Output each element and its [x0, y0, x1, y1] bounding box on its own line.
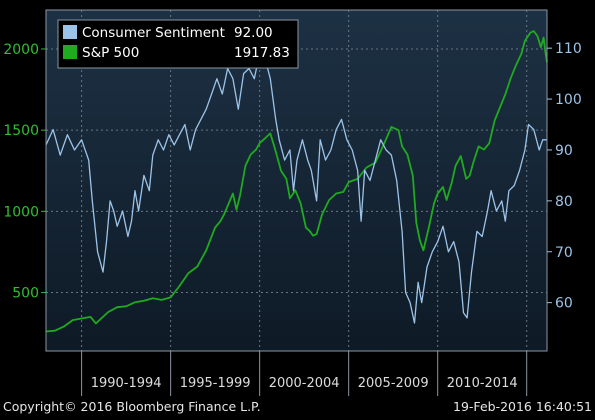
right-axis: 60 70 80 90 100 110 [547, 41, 582, 312]
series-line-sp500 [45, 30, 548, 333]
right-tick-label: 70 [555, 245, 573, 261]
right-tick-label: 100 [555, 92, 582, 108]
right-tick-label: 60 [555, 296, 573, 312]
footer-copyright: Copyright© 2016 Bloomberg Finance L.P. [3, 399, 261, 414]
x-tick-label: 2000-2004 [269, 376, 340, 391]
left-axis: 500 1000 1500 2000 [3, 42, 46, 302]
left-tick-label: 1000 [3, 204, 39, 220]
series-line-consumer-sentiment [45, 52, 547, 324]
left-tick-label: 2000 [3, 42, 39, 58]
left-tick-label: 500 [12, 286, 39, 302]
legend-label-consumer-sentiment: Consumer Sentiment [82, 25, 225, 41]
x-tick-label: 1995-1999 [180, 376, 251, 391]
legend-label-sp500: S&P 500 [82, 45, 139, 61]
x-tick-label: 2010-2014 [447, 376, 518, 391]
legend-swatch-consumer-sentiment [63, 25, 77, 39]
footer-timestamp: 19-Feb-2016 16:40:51 [453, 399, 592, 414]
legend-value-consumer-sentiment: 92.00 [234, 25, 273, 41]
right-tick-label: 90 [555, 143, 573, 159]
x-tick-label: 1990-1994 [91, 376, 162, 391]
series-lines [45, 30, 548, 333]
right-tick-label: 110 [555, 41, 582, 57]
left-tick-label: 1500 [3, 123, 39, 139]
right-tick-label: 80 [555, 194, 573, 210]
x-axis: 1990-1994 1995-1999 2000-2004 2005-2009 2010… [46, 350, 547, 396]
x-tick-label: 2005-2009 [358, 376, 429, 391]
legend-value-sp500: 1917.83 [234, 45, 290, 61]
legend: Consumer Sentiment 92.00 S&P 500 1917.83 [57, 19, 299, 69]
legend-swatch-sp500 [63, 45, 77, 59]
legend-box [57, 19, 299, 69]
